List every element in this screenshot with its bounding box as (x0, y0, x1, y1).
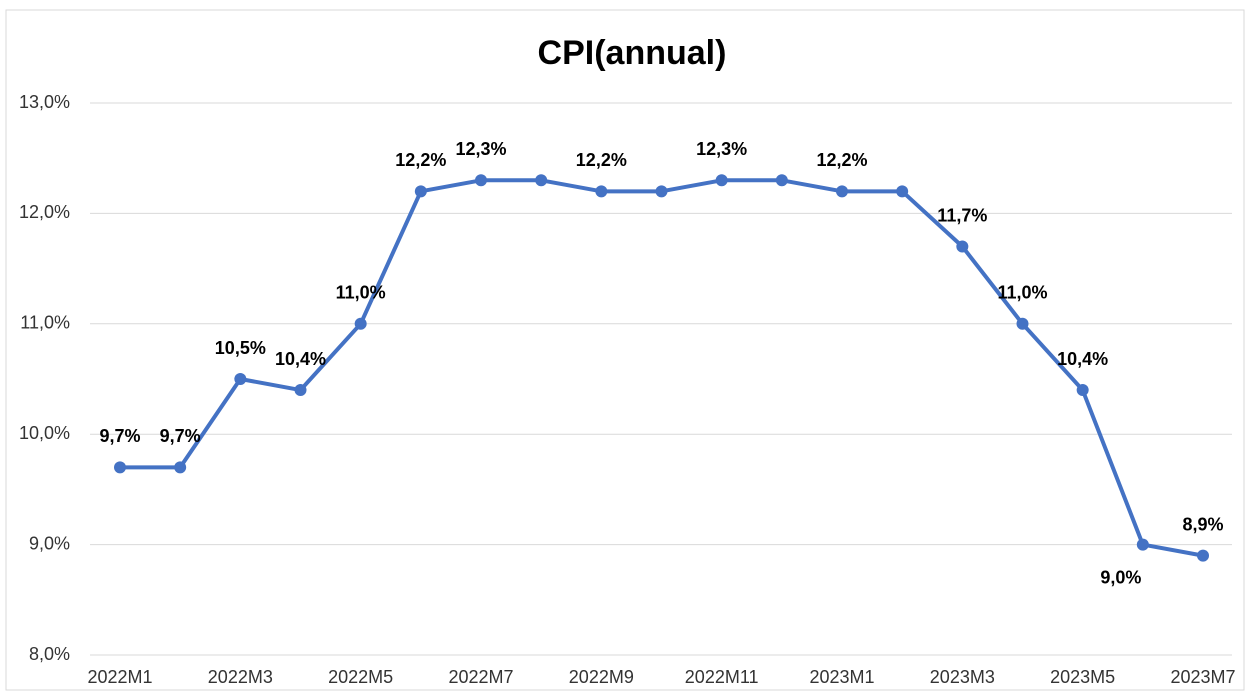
data-label: 10,4% (1057, 349, 1108, 369)
point (535, 174, 548, 187)
data-label: 12,2% (395, 150, 446, 170)
x-tick-label: 2023M3 (930, 667, 995, 687)
x-tick-label: 2022M1 (87, 667, 152, 687)
data-label: 12,3% (696, 139, 747, 159)
x-tick-label: 2022M11 (685, 667, 759, 687)
point (294, 384, 307, 397)
point (775, 174, 788, 187)
point (114, 461, 126, 474)
y-tick-label: 12,0% (19, 202, 70, 222)
point (414, 185, 427, 198)
data-label: 9,7% (160, 426, 201, 446)
point (234, 373, 247, 385)
x-tick-label: 2022M3 (208, 667, 273, 687)
x-tick-label: 2023M5 (1050, 667, 1115, 687)
point (174, 461, 187, 474)
data-label: 10,5% (215, 338, 266, 358)
y-tick-label: 9,0% (29, 533, 70, 553)
data-label: 11,7% (937, 205, 987, 225)
point (354, 317, 367, 330)
x-tick-label: 2022M9 (569, 667, 634, 687)
data-label: 10,4% (275, 349, 326, 369)
point (1197, 549, 1209, 562)
x-tick-label: 2022M7 (448, 667, 513, 687)
point (1136, 538, 1149, 551)
point (655, 185, 668, 198)
chart-title: CPI(annual) (538, 34, 727, 72)
data-label: 12,3% (455, 139, 506, 159)
data-label: 11,0% (997, 283, 1047, 303)
point (836, 185, 848, 198)
point (1076, 384, 1089, 397)
data-label: 9,0% (1100, 567, 1141, 587)
point (595, 185, 608, 198)
x-tick-label: 2023M7 (1170, 667, 1235, 687)
point (1016, 317, 1029, 330)
data-label: 8,9% (1182, 514, 1223, 534)
data-label: 11,0% (336, 283, 386, 303)
point (715, 174, 728, 187)
chart-frame (5, 9, 1245, 691)
x-tick-label: 2023M1 (809, 667, 874, 687)
y-tick-label: 10,0% (19, 423, 70, 443)
data-label: 12,2% (576, 150, 627, 170)
y-tick-label: 8,0% (29, 644, 70, 664)
point (475, 174, 487, 187)
data-label: 9,7% (99, 426, 140, 446)
x-tick-label: 2022M5 (328, 667, 393, 687)
point (956, 240, 969, 253)
data-label: 12,2% (816, 150, 867, 170)
y-tick-label: 11,0% (20, 313, 70, 333)
point (896, 185, 909, 198)
y-tick-label: 13,0% (19, 92, 70, 112)
